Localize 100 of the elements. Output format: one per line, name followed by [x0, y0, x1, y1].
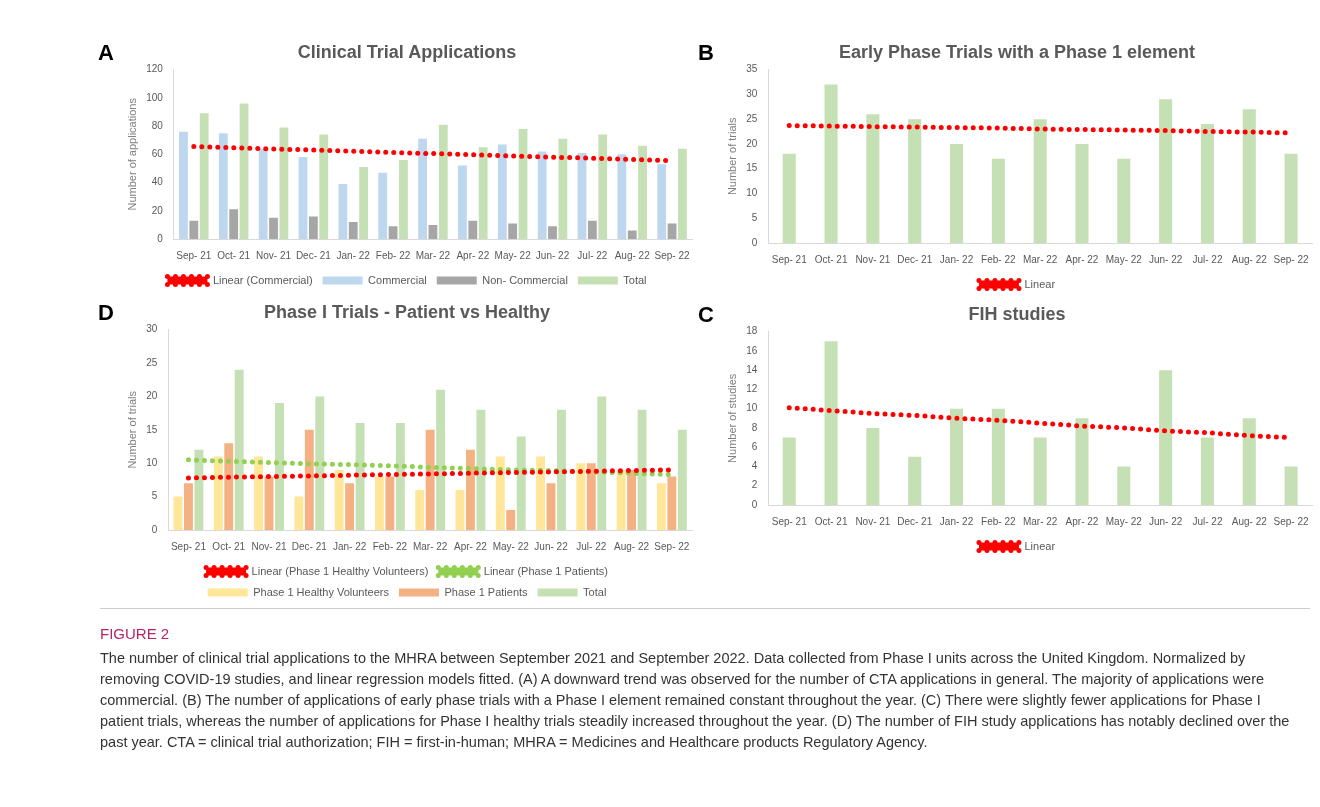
bar [275, 403, 284, 530]
x-tick-label: Jul- 22 [1192, 253, 1223, 265]
chart-title: Early Phase Trials with a Phase 1 element [838, 41, 1196, 62]
x-tick-label: Jul- 22 [577, 249, 608, 261]
bar [598, 134, 608, 239]
legend-label: Non- Commercial [482, 273, 568, 286]
x-tick-label: Sep- 21 [771, 253, 808, 265]
bar [557, 409, 566, 530]
bar [627, 469, 637, 530]
bar [597, 396, 607, 530]
y-tick-label: 5 [151, 490, 158, 502]
x-tick-label: Sep- 22 [654, 540, 690, 552]
bar [254, 456, 264, 530]
y-tick-label: 40 [151, 176, 164, 188]
x-tick-label: Oct- 21 [212, 540, 246, 552]
legend-label: Linear (Phase 1 Healthy Volunteers) [251, 564, 429, 577]
y-tick-label: 0 [751, 236, 758, 248]
x-tick-label: Feb- 22 [981, 515, 1017, 527]
bar [458, 165, 467, 239]
chart-title: FIH studies [968, 303, 1066, 324]
y-tick-label: 2 [751, 479, 758, 491]
bar [991, 408, 1005, 505]
x-tick-label: Jun- 22 [1148, 253, 1183, 265]
x-tick-label: Sep- 22 [1273, 515, 1310, 527]
x-tick-label: Dec- 21 [897, 253, 933, 265]
x-tick-label: Feb- 22 [981, 253, 1017, 265]
y-axis-title: Number of trials [725, 116, 738, 196]
x-tick-label: Feb- 22 [372, 540, 408, 552]
legend-label: Linear (Commercial) [212, 273, 313, 286]
x-tick-label: Jan- 22 [332, 540, 367, 552]
bar [378, 172, 388, 239]
x-tick-label: Nov- 21 [855, 253, 891, 265]
bar [497, 144, 507, 239]
y-tick-label: 35 [746, 63, 758, 75]
y-tick-label: 12 [746, 383, 758, 395]
bar [334, 469, 344, 530]
y-axis-title: Number of trials [125, 390, 138, 469]
text: A [98, 40, 114, 66]
bar [576, 463, 586, 530]
bar [428, 224, 438, 239]
bar [1159, 99, 1173, 243]
y-tick-label: 4 [751, 460, 758, 472]
bar [189, 220, 199, 239]
y-tick-label: 6 [751, 440, 758, 452]
x-tick-label: Dec- 21 [897, 515, 933, 527]
bar [269, 217, 278, 239]
legend-label: Commercial [368, 273, 427, 286]
x-tick-label: Sep- 22 [1273, 253, 1310, 265]
y-tick-label: 20 [151, 204, 164, 216]
x-tick-label: Apr- 22 [454, 540, 488, 552]
x-tick-label: May- 22 [1105, 253, 1143, 265]
bar [279, 127, 289, 239]
bar [338, 183, 348, 239]
bar [438, 124, 448, 239]
bar [627, 230, 637, 239]
chart-title: Phase I Trials - Patient vs Healthy [263, 301, 551, 322]
x-tick-label: Sep- 21 [176, 249, 212, 261]
x-tick-label: Aug- 22 [1231, 515, 1268, 527]
y-tick-label: 18 [746, 325, 758, 337]
x-tick-label: Jun- 22 [534, 540, 569, 552]
bar [991, 158, 1005, 243]
bar [782, 153, 796, 243]
y-tick-label: 30 [146, 323, 158, 335]
x-tick-label: Mar- 22 [415, 249, 451, 261]
text: B [698, 40, 714, 66]
y-tick-label: 30 [746, 88, 758, 100]
bar [586, 463, 596, 530]
y-tick-label: 5 [751, 211, 758, 223]
y-tick-label: 25 [146, 356, 158, 368]
bar [537, 151, 547, 239]
bar [908, 119, 922, 243]
x-tick-label: Jun- 22 [535, 249, 570, 261]
x-tick-label: Jan- 22 [336, 249, 371, 261]
text: D [98, 300, 114, 326]
bar [506, 509, 516, 530]
bar [478, 147, 488, 239]
y-tick-label: 14 [746, 363, 758, 375]
x-tick-label: Mar- 22 [1022, 253, 1058, 265]
bar [1200, 124, 1214, 243]
bar [436, 389, 446, 530]
bar [218, 133, 228, 239]
bar [294, 496, 304, 530]
bar [355, 423, 365, 530]
bar [824, 84, 838, 243]
x-tick-label: Jul- 22 [576, 540, 607, 552]
text: The number of clinical trial applications to the MHRA between September 2021 and September 2022. Data collected from Phase I units across the United Kingdom. Normalized by removing COVID-19 studies, and linear regression models fitted. (A) A downward trend was observed for the number of CTA applications in general. The majority of applications were commercial. (B) The number of applications of early phase trials with a Phase I element remained constant throughout the year. (C) There were slightly fewer applications for Phase I patient trials, whereas the number of applications for Phase I healthy trials steadily increased throughout the year. (D) The number of FIH study applications has notably declined over the past year. CTA = clinical trial authorization; FIH = first-in-human; MHRA = Medicines and Healthcare products Regulatory Agency. [100, 649, 1291, 752]
y-tick-label: 0 [157, 232, 164, 244]
y-tick-label: 16 [746, 344, 758, 356]
x-tick-label: Aug- 22 [614, 540, 650, 552]
bar [359, 167, 368, 239]
x-tick-label: Sep- 22 [654, 249, 691, 261]
y-tick-label: 0 [151, 523, 158, 535]
x-tick-label: May- 22 [1105, 515, 1143, 527]
legend-label: Total [623, 273, 647, 286]
bar [1075, 418, 1089, 505]
bar [385, 476, 395, 530]
text: C [698, 302, 714, 328]
x-tick-label: Dec- 21 [291, 540, 328, 552]
bar [395, 423, 405, 530]
bar [1117, 158, 1131, 243]
